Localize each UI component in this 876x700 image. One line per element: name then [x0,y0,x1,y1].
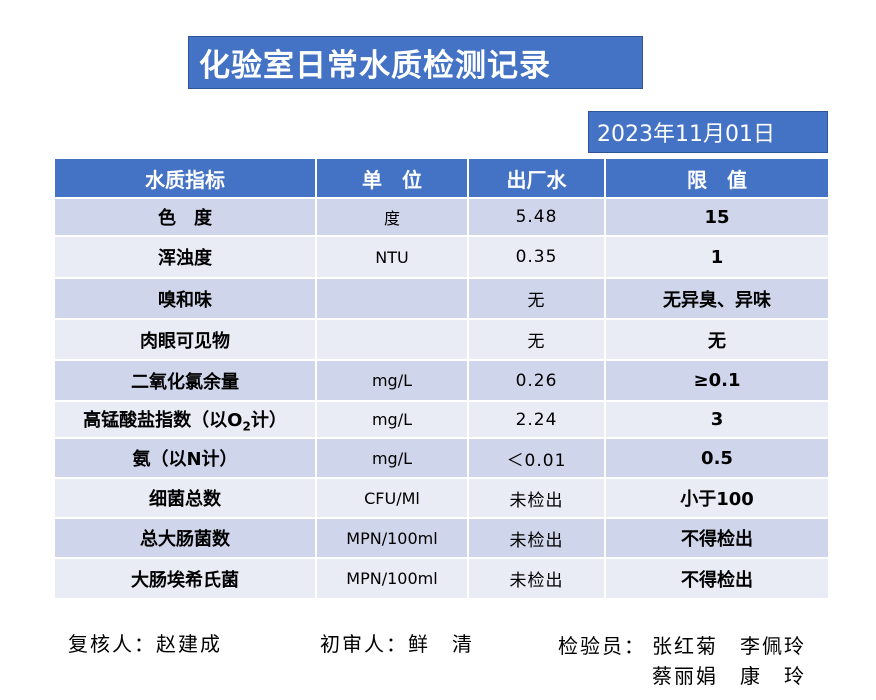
table-row: 浑浊度 NTU 0.35 1 [55,237,828,279]
table-header-row: 水质指标 单 位 出厂水 限 值 [55,159,828,199]
unit-cell: mg/L [317,439,469,479]
document-title: 化验室日常水质检测记录 [188,36,643,89]
table-row: 氨（以N计） mg/L ＜0.01 0.5 [55,439,828,479]
table-row: 肉眼可见物 无 无 [55,320,828,361]
table-row: 总大肠菌数 MPN/100ml 未检出 不得检出 [55,519,828,559]
title-text: 化验室日常水质检测记录 [199,48,551,84]
limit-value: 不得检出 [606,559,828,600]
unit-cell: MPN/100ml [317,559,469,600]
limit-value: 1 [606,237,828,279]
unit-cell: MPN/100ml [317,519,469,559]
outlet-value: ＜0.01 [469,439,606,479]
indicator-name: 大肠埃希氏菌 [55,559,317,600]
outlet-value: 未检出 [469,479,606,519]
inspector-label: 检验员： [558,634,646,658]
indicator-name: 二氧化氯余量 [55,361,317,402]
limit-value: 无 [606,320,828,361]
header-limit: 限 值 [606,159,828,199]
outlet-value: 未检出 [469,519,606,559]
water-quality-table: 水质指标 单 位 出厂水 限 值 色 度 度 5.48 15 浑浊度 NTU 0… [55,159,828,600]
indicator-name: 氨（以N计） [55,439,317,479]
first-reviewer-signature: 初审人：鲜 清 [320,632,474,656]
limit-value: 0.5 [606,439,828,479]
indicator-name: 肉眼可见物 [55,320,317,361]
outlet-value: 无 [469,279,606,320]
unit-cell [317,279,469,320]
inspector-names-line2: 蔡丽娟 康 玲 [652,664,806,688]
unit-cell: mg/L [317,361,469,402]
outlet-value: 2.24 [469,402,606,439]
indicator-name: 高锰酸盐指数（以O2计） [55,402,317,439]
header-unit: 单 位 [317,159,469,199]
table-row: 细菌总数 CFU/Ml 未检出 小于100 [55,479,828,519]
limit-value: 无异臭、异味 [606,279,828,320]
limit-value: 3 [606,402,828,439]
outlet-value: 0.26 [469,361,606,402]
indicator-name: 总大肠菌数 [55,519,317,559]
table-row: 色 度 度 5.48 15 [55,199,828,237]
unit-cell [317,320,469,361]
header-indicator: 水质指标 [55,159,317,199]
inspector-names-line1: 张红菊 李佩玲 [652,634,806,658]
table-row: 高锰酸盐指数（以O2计） mg/L 2.24 3 [55,402,828,439]
unit-cell: mg/L [317,402,469,439]
indicator-name: 色 度 [55,199,317,237]
limit-value: ≥0.1 [606,361,828,402]
outlet-value: 未检出 [469,559,606,600]
header-outlet-water: 出厂水 [469,159,606,199]
outlet-value: 5.48 [469,199,606,237]
table-row: 嗅和味 无 无异臭、异味 [55,279,828,320]
indicator-name: 嗅和味 [55,279,317,320]
limit-value: 小于100 [606,479,828,519]
reviewer-signature: 复核人：赵建成 [68,632,222,656]
limit-value: 不得检出 [606,519,828,559]
limit-value: 15 [606,199,828,237]
table-row: 二氧化氯余量 mg/L 0.26 ≥0.1 [55,361,828,402]
unit-cell: CFU/Ml [317,479,469,519]
indicator-name: 浑浊度 [55,237,317,279]
outlet-value: 0.35 [469,237,606,279]
table-row: 大肠埃希氏菌 MPN/100ml 未检出 不得检出 [55,559,828,600]
unit-cell: NTU [317,237,469,279]
outlet-value: 无 [469,320,606,361]
unit-cell: 度 [317,199,469,237]
date-text: 2023年11月01日 [597,122,775,147]
date-badge: 2023年11月01日 [588,111,828,153]
indicator-name: 细菌总数 [55,479,317,519]
